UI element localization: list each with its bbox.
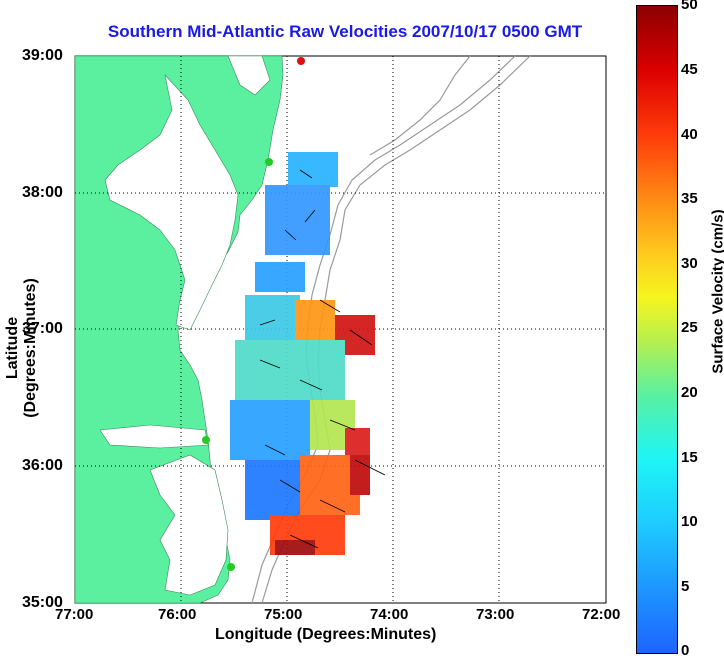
albemarle-sound xyxy=(99,424,209,449)
y-tick: 39:00 xyxy=(22,47,63,64)
colorbar-tick: 35 xyxy=(681,190,698,207)
y-tick: 38:00 xyxy=(22,184,63,201)
station-marker xyxy=(265,158,273,166)
colorbar-tick: 15 xyxy=(681,449,698,466)
x-tick: 75:00 xyxy=(264,606,303,623)
station-marker xyxy=(202,436,210,444)
colorbar-tick: 50 xyxy=(681,0,698,13)
station-marker-red xyxy=(297,57,305,65)
x-tick: 72:00 xyxy=(582,606,621,623)
velocity-vectors xyxy=(259,169,386,549)
colorbar-tick: 5 xyxy=(681,578,690,595)
colorbar-tick: 45 xyxy=(681,61,698,78)
y-tick: 36:00 xyxy=(22,457,63,474)
colorbar xyxy=(636,5,678,654)
grid xyxy=(75,56,606,603)
colorbar-tick: 40 xyxy=(681,126,698,143)
y-axis-label: Latitude (Degrees:Minutes) xyxy=(4,278,39,418)
pamlico-sound xyxy=(149,454,229,596)
velocity-field xyxy=(230,152,375,555)
colorbar-tick: 0 xyxy=(681,642,690,659)
x-tick: 76:00 xyxy=(158,606,197,623)
station-marker xyxy=(227,563,235,571)
colorbar-tick: 10 xyxy=(681,513,698,530)
y-tick: 37:00 xyxy=(22,320,63,337)
x-tick: 77:00 xyxy=(55,606,94,623)
delaware-bay xyxy=(227,55,271,96)
x-axis-label: Longitude (Degrees:Minutes) xyxy=(215,626,437,643)
x-tick: 74:00 xyxy=(370,606,409,623)
colorbar-tick: 25 xyxy=(681,319,698,336)
colorbar-tick: 20 xyxy=(681,384,698,401)
colorbar-label: Surface Velocity (cm/s) xyxy=(709,209,724,374)
y-tick: 35:00 xyxy=(22,594,63,611)
chesapeake-bay xyxy=(104,74,239,331)
map-title: Southern Mid-Atlantic Raw Velocities 200… xyxy=(107,22,583,41)
x-tick: 73:00 xyxy=(476,606,515,623)
colorbar-tick: 30 xyxy=(681,255,698,272)
